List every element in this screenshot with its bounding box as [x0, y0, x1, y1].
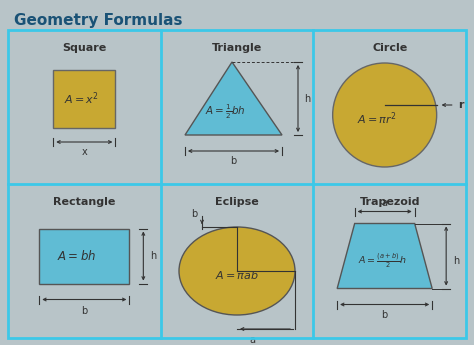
- Text: x: x: [82, 147, 87, 157]
- Text: h: h: [150, 251, 156, 261]
- Text: Eclipse: Eclipse: [215, 197, 259, 207]
- Text: $A = x^2$: $A = x^2$: [64, 91, 99, 107]
- Text: $A = \pi ab$: $A = \pi ab$: [215, 269, 259, 281]
- Text: Square: Square: [62, 43, 107, 53]
- Text: Rectangle: Rectangle: [53, 197, 116, 207]
- Text: Trapezoid: Trapezoid: [359, 197, 420, 207]
- Ellipse shape: [179, 227, 295, 315]
- Polygon shape: [185, 62, 282, 135]
- Text: Geometry Formulas: Geometry Formulas: [14, 12, 182, 28]
- Text: b: b: [382, 310, 388, 321]
- Text: b: b: [81, 306, 88, 315]
- Text: r: r: [458, 100, 464, 110]
- Text: Circle: Circle: [372, 43, 407, 53]
- Ellipse shape: [333, 63, 437, 167]
- Text: Triangle: Triangle: [212, 43, 262, 53]
- Text: h: h: [304, 93, 310, 104]
- Text: $A = bh$: $A = bh$: [57, 249, 96, 263]
- Text: $A = \frac{(a+b)}{2}h$: $A = \frac{(a+b)}{2}h$: [358, 252, 407, 270]
- Bar: [54, 70, 115, 128]
- Text: $A = \frac{1}{2}bh$: $A = \frac{1}{2}bh$: [205, 103, 246, 121]
- Bar: [8, 30, 466, 338]
- Text: h: h: [453, 256, 459, 266]
- Text: $A = \pi r^2$: $A = \pi r^2$: [357, 111, 397, 127]
- Text: a: a: [382, 197, 388, 207]
- Text: b: b: [191, 209, 197, 219]
- Text: a: a: [249, 335, 255, 345]
- Polygon shape: [337, 224, 432, 288]
- Text: b: b: [230, 156, 237, 166]
- Bar: [39, 228, 129, 284]
